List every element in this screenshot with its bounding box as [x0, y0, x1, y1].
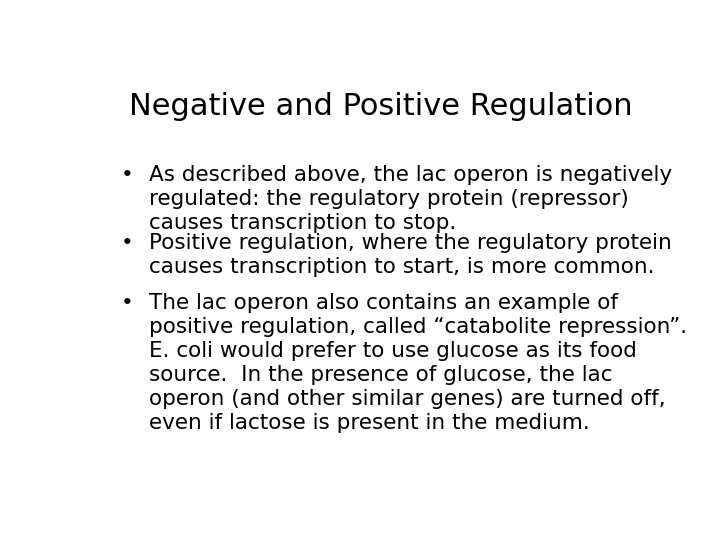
Text: The lac operon also contains an example of
positive regulation, called “cataboli: The lac operon also contains an example …: [148, 294, 687, 434]
Text: Negative and Positive Regulation: Negative and Positive Regulation: [129, 92, 633, 121]
Text: •: •: [121, 233, 133, 253]
Text: As described above, the lac operon is negatively
regulated: the regulatory prote: As described above, the lac operon is ne…: [148, 165, 672, 233]
Text: •: •: [121, 294, 133, 314]
Text: Positive regulation, where the regulatory protein
causes transcription to start,: Positive regulation, where the regulator…: [148, 233, 671, 277]
Text: •: •: [121, 165, 133, 185]
